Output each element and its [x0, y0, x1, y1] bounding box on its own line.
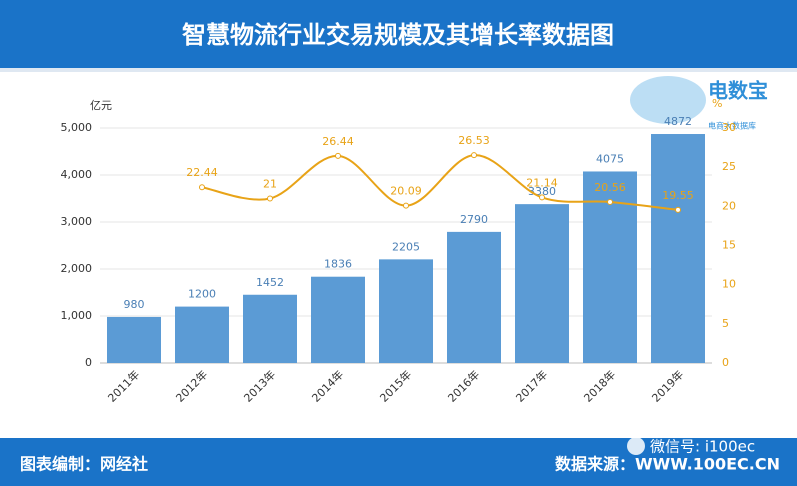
- bar-value-label: 980: [124, 298, 145, 311]
- y-tick-label: 4,000: [61, 168, 93, 181]
- line-point: [199, 184, 205, 191]
- bar-value-label: 4075: [596, 152, 624, 165]
- line-value-label: 21.14: [526, 176, 558, 189]
- bar: [379, 259, 433, 363]
- line-value-label: 21: [263, 178, 277, 191]
- y-tick-label: 3,000: [61, 215, 93, 228]
- bar-value-label: 1200: [188, 288, 216, 301]
- bar: [175, 306, 229, 363]
- y2-tick-label: 30: [722, 121, 736, 134]
- footer-right: 数据来源：WWW.100EC.CN: [555, 455, 780, 474]
- line-point: [267, 195, 273, 202]
- y-tick-label: 5,000: [61, 121, 93, 134]
- watermark: 微信号: i100ec: [650, 438, 755, 456]
- line-value-label: 20.56: [594, 181, 626, 194]
- line-point: [335, 152, 341, 159]
- bar: [107, 316, 161, 363]
- y-tick-label: 1,000: [61, 309, 93, 322]
- y2-tick-label: 10: [722, 278, 736, 291]
- line-point: [539, 194, 545, 201]
- y2-tick-label: 15: [722, 239, 736, 252]
- line-point: [675, 206, 681, 213]
- title-bar: [0, 0, 797, 68]
- bar-value-label: 2205: [392, 240, 420, 253]
- line-point: [471, 152, 477, 159]
- title: 智慧物流行业交易规模及其增长率数据图: [182, 21, 614, 49]
- y-tick-label: 2,000: [61, 262, 93, 275]
- logo-subtitle: 电商大数据库: [708, 121, 756, 131]
- line-value-label: 22.44: [186, 166, 218, 179]
- y2-tick-label: 5: [722, 317, 729, 330]
- y-axis-title: 亿元: [90, 99, 112, 112]
- footer-left: 图表编制：网经社: [20, 455, 148, 474]
- bar: [651, 134, 705, 363]
- wechat-icon: [627, 437, 645, 455]
- bar: [447, 231, 501, 363]
- y2-tick-label: 20: [722, 199, 736, 212]
- bar-value-label: 1836: [324, 258, 352, 271]
- footer-bar: [0, 438, 797, 486]
- line-value-label: 26.53: [458, 134, 490, 147]
- line-value-label: 20.09: [390, 185, 422, 198]
- bar: [243, 294, 297, 363]
- bar-value-label: 2790: [460, 213, 488, 226]
- logo-name: 电数宝: [708, 79, 768, 103]
- bar: [515, 204, 569, 363]
- line-point: [403, 202, 409, 209]
- line: [201, 154, 679, 211]
- bar-value-label: 1452: [256, 276, 284, 289]
- bar: [311, 276, 365, 363]
- bar-value-label: 4872: [664, 115, 692, 128]
- y2-axis-title: %: [712, 97, 722, 110]
- y2-tick-label: 0: [722, 356, 729, 369]
- line-point: [607, 198, 613, 205]
- title-shadow: [0, 68, 797, 72]
- y-tick-label: 0: [85, 356, 92, 369]
- line-value-label: 19.55: [662, 189, 694, 202]
- line-value-label: 26.44: [322, 135, 354, 148]
- logo-cloud: [630, 76, 706, 124]
- y2-tick-label: 25: [722, 160, 736, 173]
